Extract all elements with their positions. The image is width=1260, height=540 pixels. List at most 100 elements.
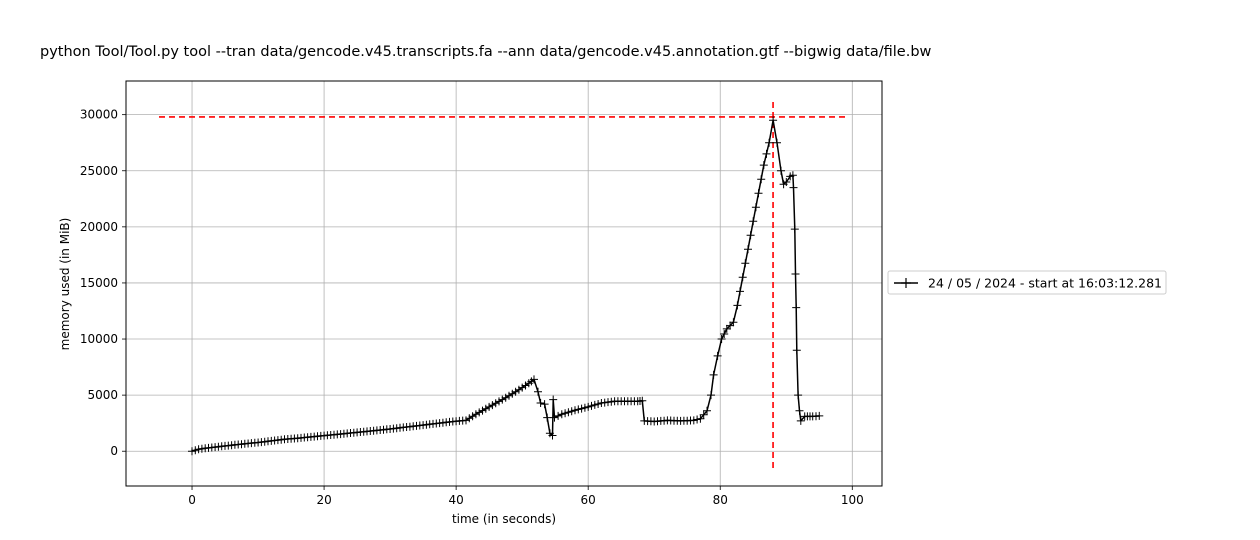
y-axis-label: memory used (in MiB) bbox=[58, 218, 72, 351]
data-point-marker bbox=[577, 404, 586, 413]
data-point-marker bbox=[733, 301, 742, 310]
data-point-marker bbox=[462, 416, 470, 425]
data-point-marker bbox=[788, 171, 797, 180]
data-point-marker bbox=[481, 404, 490, 413]
data-point-marker bbox=[534, 387, 542, 396]
legend-box bbox=[887, 270, 1167, 295]
data-point-marker bbox=[471, 410, 480, 419]
legend: 24 / 05 / 2024 - start at 16:03:12.281 bbox=[887, 270, 1167, 295]
data-point-marker bbox=[746, 231, 755, 240]
data-point-marker bbox=[782, 178, 791, 186]
data-point-marker bbox=[759, 161, 768, 170]
data-point-marker bbox=[741, 259, 750, 268]
data-point-marker bbox=[713, 351, 722, 360]
data-point-marker bbox=[769, 116, 778, 125]
grid bbox=[126, 81, 882, 486]
data-point-marker bbox=[693, 415, 702, 424]
data-point-marker bbox=[777, 166, 785, 175]
data-point-marker bbox=[571, 406, 579, 415]
data-point-marker bbox=[722, 324, 731, 333]
data-point-marker bbox=[488, 401, 497, 410]
data-point-marker bbox=[549, 395, 558, 404]
data-point-marker bbox=[707, 391, 715, 400]
data-point-marker bbox=[468, 412, 477, 421]
data-point-marker bbox=[580, 403, 589, 412]
data-point-marker bbox=[789, 183, 798, 192]
y-tick-label: 5000 bbox=[87, 388, 118, 402]
data-point-marker bbox=[749, 217, 758, 226]
y-tick-label: 30000 bbox=[80, 108, 118, 122]
x-tick-label: 60 bbox=[581, 493, 596, 507]
data-point-marker bbox=[717, 335, 726, 343]
series-layer bbox=[188, 116, 824, 456]
y-tick-label: 10000 bbox=[80, 332, 118, 346]
data-point-marker bbox=[584, 402, 593, 411]
data-point-marker bbox=[191, 446, 200, 455]
data-point-marker bbox=[501, 393, 510, 402]
data-point-marker bbox=[188, 447, 196, 456]
data-point-marker bbox=[762, 149, 771, 158]
data-point-marker bbox=[498, 395, 507, 404]
data-point-marker bbox=[561, 409, 570, 418]
data-point-marker bbox=[478, 406, 487, 415]
y-tick-label: 0 bbox=[110, 444, 118, 458]
data-point-marker bbox=[815, 411, 824, 420]
data-point-marker bbox=[594, 400, 603, 408]
data-point-marker bbox=[796, 416, 805, 425]
data-point-marker bbox=[511, 387, 520, 396]
data-point-marker bbox=[736, 287, 744, 296]
data-point-marker bbox=[491, 399, 500, 408]
data-point-marker bbox=[574, 405, 583, 414]
data-point-marker bbox=[590, 400, 599, 409]
y-tick-label: 15000 bbox=[80, 276, 118, 290]
data-point-marker bbox=[475, 408, 484, 417]
data-point-marker bbox=[587, 401, 596, 410]
data-point-marker bbox=[792, 346, 801, 355]
data-point-marker bbox=[729, 318, 738, 327]
data-point-marker bbox=[543, 413, 552, 422]
plot-area-frame bbox=[125, 80, 883, 487]
data-point-marker bbox=[485, 402, 494, 411]
data-point-marker bbox=[465, 414, 474, 423]
data-point-marker bbox=[638, 396, 647, 405]
data-point-marker bbox=[792, 303, 801, 312]
data-point-marker bbox=[567, 407, 576, 416]
data-point-marker bbox=[548, 431, 557, 440]
data-point-marker bbox=[751, 203, 760, 212]
data-point-marker bbox=[720, 330, 729, 338]
data-point-marker bbox=[699, 410, 708, 419]
data-point-marker bbox=[564, 408, 573, 417]
legend-marker-plus bbox=[901, 278, 911, 288]
data-point-marker bbox=[505, 391, 513, 400]
data-point-marker bbox=[518, 383, 527, 392]
data-point-marker bbox=[550, 413, 559, 422]
x-axis-label: time (in seconds) bbox=[452, 512, 556, 526]
data-point-marker bbox=[495, 397, 503, 406]
data-point-marker bbox=[557, 410, 566, 419]
data-point-marker bbox=[703, 406, 711, 415]
data-point-marker bbox=[530, 375, 538, 384]
data-point-marker bbox=[791, 270, 800, 278]
reference-lines bbox=[159, 100, 846, 469]
data-point-marker bbox=[754, 189, 763, 198]
data-point-marker bbox=[790, 225, 799, 234]
data-point-marker bbox=[744, 245, 752, 254]
data-point-marker bbox=[709, 370, 718, 379]
data-point-marker bbox=[773, 138, 781, 147]
data-point-marker bbox=[540, 400, 549, 409]
data-point-marker bbox=[738, 273, 747, 282]
chart-title: python Tool/Tool.py tool --tran data/gen… bbox=[40, 44, 932, 60]
data-point-marker bbox=[554, 411, 563, 420]
data-point-marker bbox=[508, 389, 517, 398]
legend-entry-label: 24 / 05 / 2024 - start at 16:03:12.281 bbox=[928, 276, 1162, 291]
y-tick-label: 25000 bbox=[80, 164, 118, 178]
x-tick-label: 100 bbox=[841, 493, 864, 507]
axis-ticks: 0 20 40 60 80 100 0 5000 10000 15000 20000 25000 300… bbox=[80, 108, 864, 507]
data-point-marker bbox=[696, 414, 705, 423]
data-point-marker bbox=[536, 399, 545, 407]
data-point-marker bbox=[689, 416, 698, 425]
data-point-marker bbox=[514, 385, 523, 394]
data-point-marker bbox=[795, 406, 804, 415]
data-point-marker bbox=[757, 175, 766, 184]
